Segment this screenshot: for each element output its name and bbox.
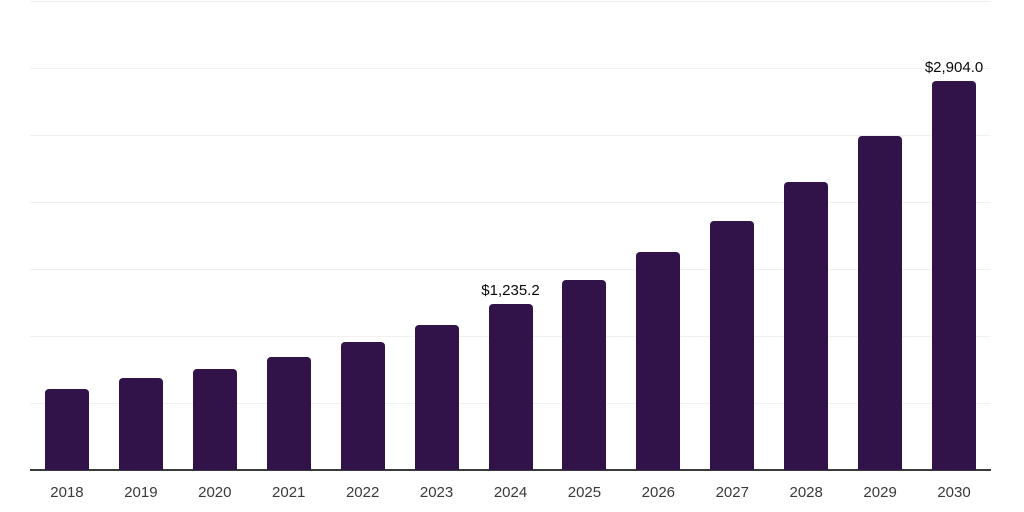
x-tick-label-2024: 2024 bbox=[493, 484, 528, 501]
bar-2025 bbox=[562, 279, 607, 470]
bar-2021 bbox=[266, 356, 311, 470]
x-tick-label-2025: 2025 bbox=[567, 484, 602, 501]
gridline bbox=[30, 0, 991, 2]
bar-2029 bbox=[858, 135, 903, 470]
x-tick-label-2019: 2019 bbox=[124, 484, 158, 501]
bar-2028 bbox=[784, 181, 829, 470]
gridline bbox=[30, 67, 991, 69]
x-tick-label-2027: 2027 bbox=[715, 484, 749, 501]
bar-2023 bbox=[414, 325, 459, 470]
x-tick-label-2030: 2030 bbox=[937, 484, 971, 501]
x-tick-label-2018: 2018 bbox=[50, 484, 84, 501]
bar-value-label-2030: $2,904.0 bbox=[924, 58, 984, 76]
x-axis-line bbox=[30, 469, 991, 471]
bar-2018 bbox=[44, 388, 89, 470]
x-tick-label-2020: 2020 bbox=[198, 484, 232, 501]
bar-2030 bbox=[932, 80, 977, 470]
x-tick-label-2023: 2023 bbox=[419, 484, 454, 501]
bar-2019 bbox=[118, 377, 163, 470]
bar-2022 bbox=[340, 342, 385, 470]
bar-2020 bbox=[192, 368, 237, 470]
bar-2026 bbox=[636, 251, 681, 470]
bar-2024 bbox=[488, 304, 533, 470]
gridline bbox=[30, 268, 991, 270]
x-tick-label-2026: 2026 bbox=[641, 484, 676, 501]
bar-value-label-2024: $1,235.2 bbox=[481, 282, 540, 300]
x-tick-label-2029: 2029 bbox=[863, 484, 897, 501]
gridline bbox=[30, 134, 991, 136]
gridline bbox=[30, 201, 991, 203]
bar-2027 bbox=[710, 220, 755, 470]
x-tick-label-2021: 2021 bbox=[272, 484, 306, 501]
x-tick-label-2022: 2022 bbox=[345, 484, 380, 501]
x-tick-label-2028: 2028 bbox=[789, 484, 823, 501]
